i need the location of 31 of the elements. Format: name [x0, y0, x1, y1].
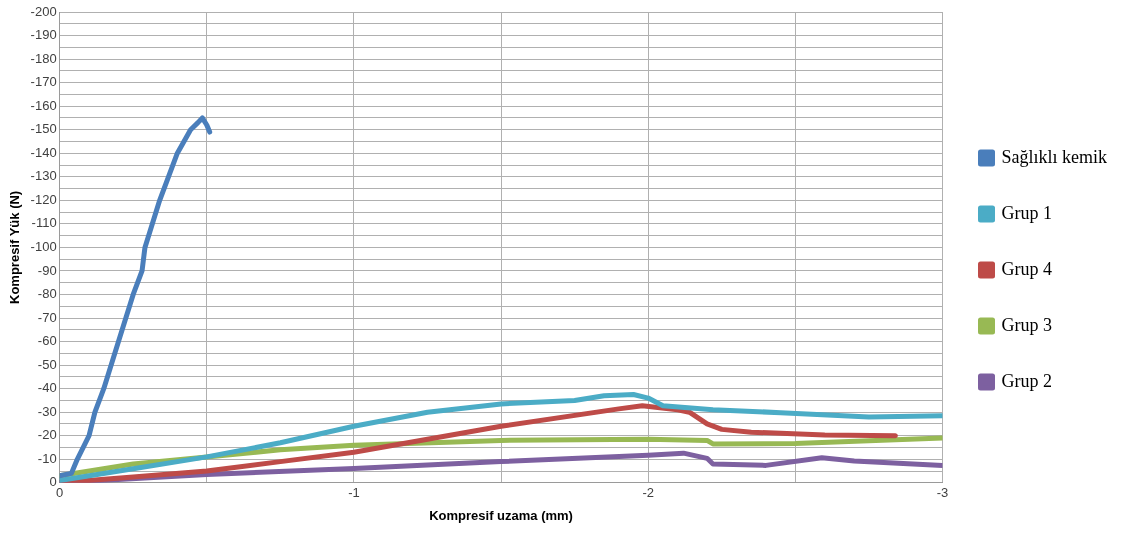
- y-tick-label: -20: [37, 427, 57, 443]
- legend-label: Grup 1: [1001, 202, 1052, 223]
- y-tick-label: -130: [30, 168, 57, 184]
- x-axis-title: Kompresif uzama (mm): [429, 507, 573, 523]
- x-tick-label: -3: [936, 485, 949, 501]
- x-tick-label: -1: [348, 485, 360, 501]
- y-tick-label: -80: [37, 286, 57, 302]
- y-tick-label: -200: [30, 3, 57, 19]
- y-tick-label: -110: [31, 215, 57, 231]
- legend-label: Grup 3: [1001, 314, 1052, 335]
- y-tick-label: -60: [37, 333, 57, 349]
- y-tick-label: -90: [37, 262, 57, 278]
- y-tick-label: 0: [49, 474, 57, 490]
- y-axis-title: Kompresif Yük (N): [7, 190, 23, 304]
- y-tick-label: -30: [37, 403, 57, 419]
- y-tick-label: -40: [37, 380, 57, 396]
- legend-label: Sağlıklı kemik: [1001, 146, 1107, 167]
- y-tick-label: -70: [37, 309, 57, 325]
- legend-label: Grup 2: [1001, 370, 1052, 391]
- y-tick-label: -150: [30, 121, 57, 137]
- y-tick-label: -190: [30, 27, 57, 43]
- y-tick-label: -170: [30, 74, 57, 90]
- y-tick-label: -100: [30, 238, 57, 254]
- y-tick-label: -160: [30, 97, 57, 113]
- y-tick-label: -140: [30, 144, 57, 160]
- y-tick-label: -10: [37, 450, 57, 466]
- x-tick-label: -2: [642, 485, 654, 501]
- legend-label: Grup 4: [1001, 258, 1052, 279]
- y-tick-label: -50: [37, 356, 57, 372]
- y-tick-label: -120: [30, 191, 57, 207]
- y-tick-label: -180: [30, 50, 57, 66]
